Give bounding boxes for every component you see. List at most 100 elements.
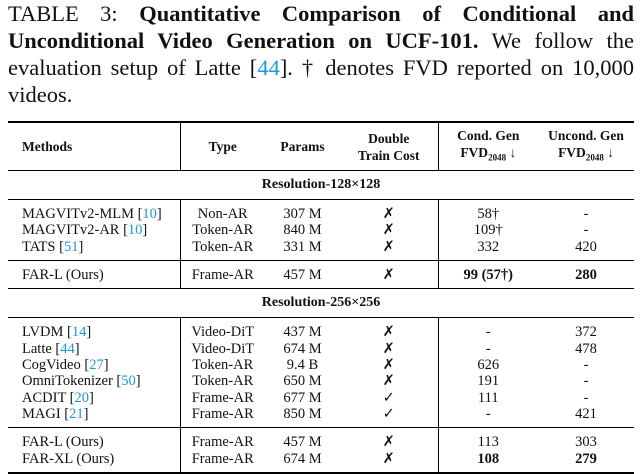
uncond-fvd-cell: - (583, 222, 589, 239)
cond-fvd-cell: - (485, 340, 491, 357)
cost-cell: ✓ (340, 389, 439, 406)
type-cell: Token-AR (192, 373, 254, 390)
table-row: MAGVITv2-MLM [10] Non-AR 307 M ✗ 58† - (8, 199, 634, 223)
caption-text: We follow the evaluation setup of Latte … (8, 28, 634, 80)
method-text: ] (142, 222, 148, 239)
caption-title: Quantitative Comparison of Conditional a… (8, 1, 634, 53)
method-cell: Latte [44] (8, 340, 181, 358)
cond-fvd-cell: 113 (477, 434, 499, 451)
method-cell: OmniTokenizer [50] (8, 373, 181, 390)
method-text: FAR-XL (Ours) (22, 450, 115, 467)
type-cell: Frame-AR (191, 434, 254, 451)
method-text: ] (86, 324, 92, 341)
citation: 27 (89, 357, 104, 374)
method-text: ] (74, 340, 80, 357)
method-text: MAGI [ (22, 405, 70, 422)
table-row: TATS [51] Token-AR 331 M ✗ 332 420 (8, 238, 634, 261)
header-cell: Methods (8, 122, 181, 171)
header-text: Double (368, 130, 410, 146)
method-cell: FAR-L (Ours) (8, 427, 181, 451)
cost-cell: ✗ (340, 238, 439, 261)
method-text: ] (78, 238, 84, 255)
section-row: Resolution-128×128 (8, 170, 634, 199)
table-row: CogVideo [27] Token-AR 9.4 B ✗ 626 - (8, 357, 634, 374)
method-cell: TATS [51] (8, 238, 181, 261)
row-group: LVDM [14] Video-DiT 437 M ✗ - 372 Latte [44] Vi… (8, 317, 634, 428)
method-text: ] (83, 405, 89, 422)
row-group: FAR-L (Ours) Frame-AR 457 M ✗ 99 (57†) 280 (8, 260, 634, 289)
params-cell: 457 M (283, 266, 322, 283)
params-cell: 840 M (283, 222, 322, 239)
uncond-fvd-cell: 421 (575, 405, 597, 422)
params-cell: 650 M (283, 373, 322, 390)
method-text: Latte [ (22, 340, 61, 357)
header-text: Uncond. Gen (548, 128, 624, 143)
citation: 20 (74, 389, 90, 406)
header-cell: Double Train Cost (340, 122, 439, 171)
results-table: Methods Type Params Double Train Cost Con… (8, 121, 634, 474)
uncond-fvd-cell: 303 (575, 434, 597, 451)
header-text: Train Cost (357, 147, 420, 163)
row-group: MAGVITv2-MLM [10] Non-AR 307 M ✗ 58† - MAGVITv… (8, 199, 634, 261)
uncond-fvd-cell: 478 (575, 340, 597, 357)
uncond-fvd-cell: - (583, 389, 589, 406)
params-cell: 674 M (283, 450, 322, 467)
section: Resolution-256×256 (8, 288, 634, 318)
table-row: MAGVITv2-AR [10] Token-AR 840 M ✗ 109† - (8, 222, 634, 239)
cond-fvd-cell: 191 (477, 373, 500, 390)
method-cell: CogVideo [27] (8, 357, 181, 374)
cost-cell: ✗ (340, 373, 439, 390)
section-title: Resolution-128×128 (261, 176, 381, 192)
cond-fvd-cell: 111 (477, 389, 499, 406)
citation: 44 (60, 340, 75, 357)
table-row: OmniTokenizer [50] Token-AR 650 M ✗ 191 - (8, 373, 634, 390)
cost-cell: ✓ (340, 405, 439, 428)
header-text: Cond. Gen (457, 128, 520, 143)
type-cell: Frame-AR (191, 266, 254, 283)
table-row: FAR-XL (Ours) Frame-AR 674 M ✗ 108 279 (8, 450, 634, 473)
header-sub: 2048 (585, 152, 604, 163)
cost-cell: ✗ (340, 427, 439, 451)
table-row: FAR-L (Ours) Frame-AR 457 M ✗ 113 303 (8, 427, 634, 451)
method-text: FAR-L (Ours) (22, 434, 104, 451)
uncond-fvd-cell: 279 (575, 450, 597, 467)
method-text: ] (156, 205, 162, 222)
citation: 21 (69, 405, 84, 422)
method-text: ACDIT [ (22, 389, 75, 406)
table-row: ACDIT [20] Frame-AR 677 M ✓ 111 - (8, 389, 634, 406)
uncond-fvd-cell: 280 (575, 266, 597, 283)
method-text: FAR-L (Ours) (22, 266, 104, 283)
method-text: MAGVITv2-MLM [ (22, 205, 143, 222)
type-cell: Frame-AR (191, 405, 254, 422)
header-text: ↓ (506, 145, 517, 160)
header-text: FVD (558, 145, 586, 160)
method-text: ] (135, 373, 141, 390)
header-cell: Uncond. Gen FVD2048 ↓ (538, 122, 634, 170)
type-cell: Video-DiT (191, 324, 255, 341)
header-sub: 2048 (488, 152, 507, 163)
type-cell: Non-AR (197, 205, 248, 222)
row-group: FAR-L (Ours) Frame-AR 457 M ✗ 113 303 FAR-XL (… (8, 427, 634, 473)
method-text: MAGVITv2-AR [ (22, 222, 128, 239)
type-cell: Video-DiT (191, 340, 255, 357)
uncond-fvd-cell: 420 (575, 238, 597, 255)
cost-cell: ✗ (340, 222, 439, 239)
params-cell: 457 M (283, 434, 322, 451)
uncond-fvd-cell: - (583, 373, 589, 390)
cond-fvd-cell: 626 (477, 357, 500, 374)
table-row: MAGI [21] Frame-AR 850 M ✓ - 421 (8, 405, 634, 428)
method-text: LVDM [ (22, 324, 72, 341)
cost-cell: ✗ (340, 199, 439, 223)
table-row: LVDM [14] Video-DiT 437 M ✗ - 372 (8, 317, 634, 341)
header-cell: Type (208, 139, 237, 155)
type-cell: Token-AR (192, 222, 254, 239)
section: Resolution-128×128 (8, 170, 634, 199)
cost-cell: ✗ (340, 357, 439, 374)
cond-fvd-cell: - (485, 405, 491, 422)
type-cell: Token-AR (192, 357, 254, 374)
uncond-fvd-cell: 372 (575, 324, 597, 341)
section-row: Resolution-256×256 (8, 289, 634, 318)
method-cell: FAR-XL (Ours) (8, 450, 181, 473)
params-cell: 331 M (283, 238, 322, 255)
